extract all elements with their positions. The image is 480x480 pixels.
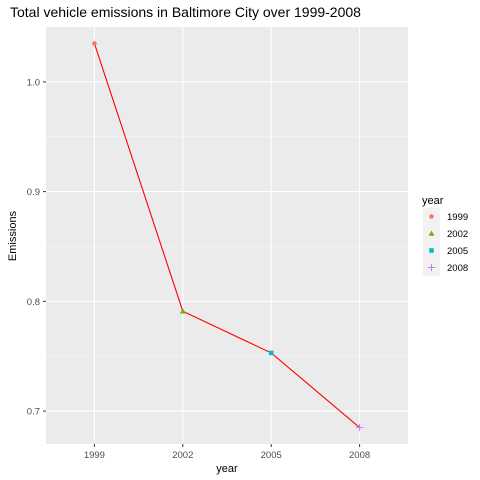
y-axis: 0.7 0.8 0.9 1.0 xyxy=(27,77,46,418)
y-tick-label: 0.7 xyxy=(27,407,40,418)
legend-label: 1999 xyxy=(447,212,468,223)
legend-symbol xyxy=(428,230,435,236)
data-point xyxy=(355,423,364,432)
minor-gridlines xyxy=(46,26,408,357)
x-axis-title: year xyxy=(216,463,238,475)
legend-label: 2005 xyxy=(447,246,468,257)
legend-label: 2008 xyxy=(447,263,468,274)
legend: year 1999 2002 2005 2008 xyxy=(422,195,468,276)
x-tick-label: 2002 xyxy=(172,450,193,461)
y-axis-title: Emissions xyxy=(7,210,19,261)
plot-panel xyxy=(46,27,408,444)
data-point xyxy=(92,41,97,46)
legend-symbol xyxy=(427,263,436,272)
data-points-layer xyxy=(92,41,364,432)
data-point xyxy=(268,350,274,356)
legend-symbol xyxy=(429,248,434,253)
x-tick-label: 1999 xyxy=(84,450,105,461)
y-tick-label: 0.8 xyxy=(27,297,40,308)
x-tick-label: 2008 xyxy=(349,450,370,461)
series-line-layer xyxy=(93,43,360,428)
legend-label: 2002 xyxy=(447,229,468,240)
chart-title: Total vehicle emissions in Baltimore Cit… xyxy=(10,4,361,20)
legend-title: year xyxy=(422,195,444,207)
series-line xyxy=(93,43,360,428)
major-gridlines xyxy=(46,27,408,444)
x-axis: 1999 2002 2005 2008 xyxy=(84,444,370,461)
legend-symbol xyxy=(429,214,434,219)
x-tick-label: 2005 xyxy=(261,450,282,461)
y-tick-label: 0.9 xyxy=(27,187,40,198)
data-point xyxy=(179,308,186,314)
y-tick-label: 1.0 xyxy=(27,77,40,88)
